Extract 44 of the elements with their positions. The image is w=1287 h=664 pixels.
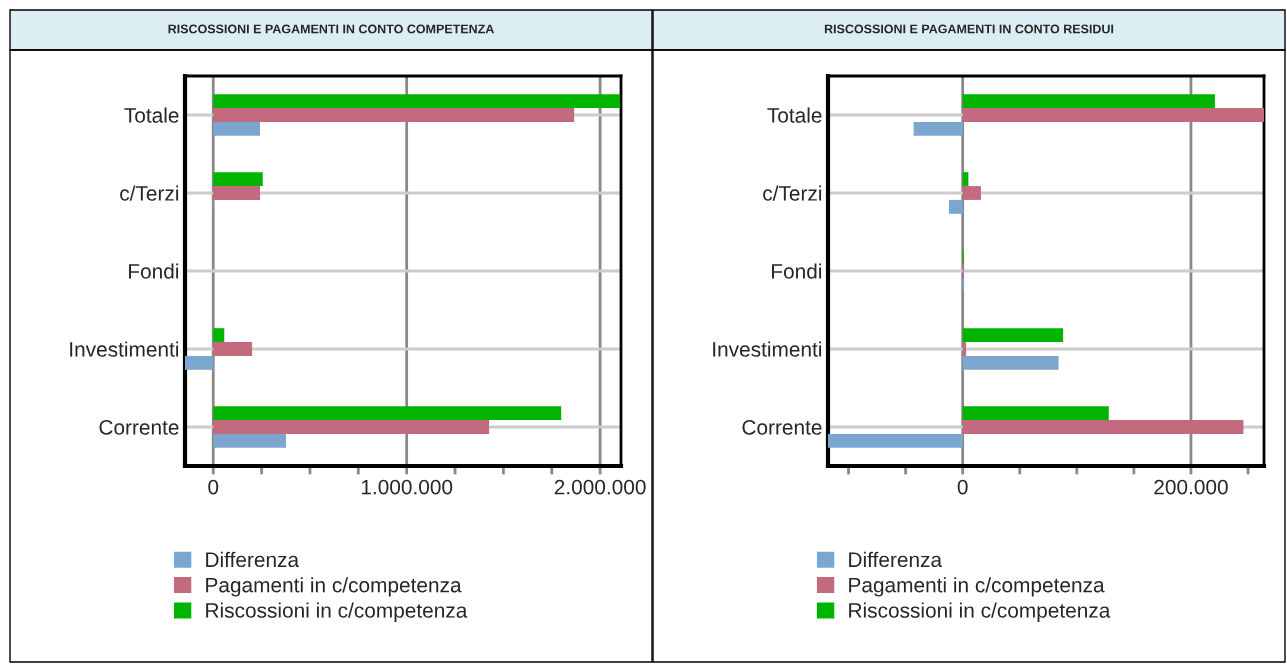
bar (962, 420, 1244, 434)
y-tick-label: Fondi (129, 263, 179, 279)
bar (213, 186, 261, 200)
bar (213, 342, 253, 356)
bar (213, 328, 225, 343)
bar (962, 186, 981, 200)
chart-title: RISCOSSIONI E PAGAMENTI IN CONTO COMPETENZA (168, 24, 494, 34)
x-tick-label: 0 (208, 479, 219, 495)
y-tick-label: c/Terzi (763, 185, 822, 201)
legend-label: Riscossioni in c/competenza (206, 602, 468, 622)
y-tick-label: Totale (767, 107, 822, 123)
y-tick-label: c/Terzi (120, 185, 179, 201)
x-tick-label: 0 (957, 479, 968, 495)
chart-title: RISCOSSIONI E PAGAMENTI IN CONTO RESIDUI (824, 24, 1114, 34)
bar (962, 406, 1109, 421)
legend-label: Pagamenti in c/competenza (206, 577, 462, 597)
bar (213, 420, 490, 434)
bar (962, 328, 1064, 343)
y-tick-label: Investimenti (70, 341, 179, 357)
y-tick-label: Fondi (772, 263, 822, 279)
bar (213, 406, 562, 421)
bar (213, 121, 261, 136)
bar (828, 433, 963, 448)
x-tick-label: 2.000.000 (554, 479, 646, 495)
legend-label: Differenza (206, 551, 300, 568)
y-tick-label: Corrente (742, 420, 822, 435)
bar (948, 199, 963, 214)
x-tick-label: 200.000 (1154, 479, 1228, 495)
bar (913, 121, 963, 136)
bar (962, 94, 1215, 109)
legend-label: Riscossioni in c/competenza (849, 602, 1111, 622)
y-tick-label: Investimenti (713, 341, 822, 357)
y-tick-label: Corrente (99, 420, 179, 435)
bar (213, 94, 621, 109)
legend-label: Differenza (849, 551, 943, 568)
legend-label: Pagamenti in c/competenza (849, 577, 1105, 597)
bar (185, 355, 214, 370)
bar (213, 108, 575, 122)
bar (962, 108, 1264, 122)
x-tick-label: 1.000.000 (361, 479, 453, 495)
bar (962, 355, 1059, 370)
y-tick-label: Totale (124, 107, 179, 123)
bar (213, 433, 286, 448)
bar (213, 172, 263, 187)
